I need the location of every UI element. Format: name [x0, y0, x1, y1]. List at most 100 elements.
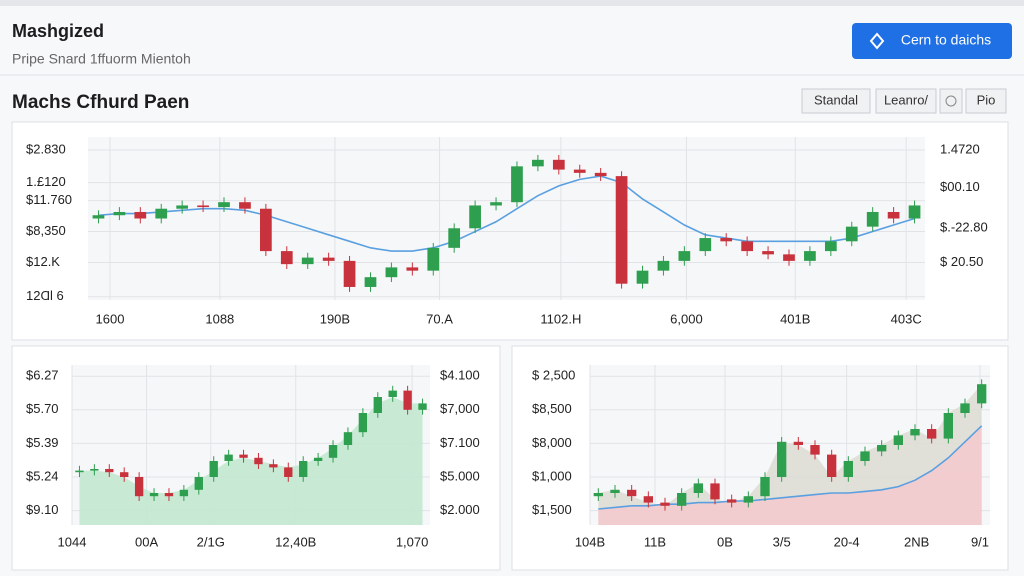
- candle-body: [239, 202, 251, 209]
- candle-body: [960, 403, 970, 413]
- candle-body: [783, 254, 795, 261]
- y-tick-label: $8,350: [26, 223, 66, 238]
- x-tick-label: 0B: [717, 534, 733, 549]
- candle-body: [887, 211, 900, 219]
- x-tick-label: 401B: [780, 311, 810, 326]
- top-strip: [0, 0, 1024, 6]
- y-tick-label: $9.10: [26, 502, 59, 517]
- y-tick-label: $ 2,500: [532, 368, 575, 383]
- candle-body: [810, 445, 820, 455]
- candle-body: [313, 457, 323, 461]
- candle-body: [224, 454, 233, 461]
- candle-body: [269, 464, 278, 468]
- candle-body: [660, 502, 670, 506]
- candle-body: [469, 205, 481, 229]
- candle-body: [843, 461, 853, 477]
- x-tick-label: 11B: [644, 534, 666, 549]
- y2-tick-label: $00.10: [940, 179, 980, 194]
- candle-body: [877, 445, 887, 452]
- x-tick-label: 20-4: [834, 534, 860, 549]
- icon: [945, 95, 957, 107]
- candle-body: [90, 469, 99, 471]
- candle-body: [113, 211, 126, 216]
- x-tick-label: 2/1G: [197, 534, 225, 549]
- control-button[interactable]: [875, 88, 937, 114]
- candle-body: [573, 169, 586, 173]
- y2-tick-label: $2.000: [440, 502, 480, 517]
- y2-tick-label: $ 20.50: [940, 254, 983, 269]
- x-tick-label: 403C: [891, 311, 922, 326]
- y-tick-label: $1,500: [532, 502, 572, 517]
- candle-body: [427, 247, 440, 271]
- candle-body: [197, 205, 209, 208]
- y-tick-label: $8,000: [532, 435, 572, 450]
- x-tick-label: 1,070: [396, 534, 429, 549]
- app-title: Mashgized: [12, 21, 104, 41]
- x-tick-label: 190B: [320, 311, 350, 326]
- candle-body: [284, 467, 293, 477]
- x-tick-label: 1600: [96, 311, 125, 326]
- y2-tick-label: 1.4720: [940, 141, 980, 156]
- y-tick-label: 1.£120: [26, 174, 66, 189]
- candle-body: [643, 496, 653, 503]
- candle-body: [388, 390, 397, 397]
- candle-body: [490, 202, 502, 206]
- candle-body: [804, 251, 816, 261]
- candle-body: [693, 483, 703, 493]
- y-tick-label: $2.830: [26, 141, 66, 156]
- y-tick-label: $8,500: [532, 401, 572, 416]
- candle-body: [720, 238, 733, 242]
- candle-body: [194, 477, 203, 490]
- y-tick-label: $12.K: [26, 254, 60, 269]
- candle-body: [824, 241, 837, 252]
- candle-body: [927, 429, 937, 439]
- candle-body: [120, 472, 129, 477]
- control-button[interactable]: [801, 88, 871, 114]
- candle-body: [636, 270, 649, 284]
- primary-button[interactable]: [852, 23, 1012, 59]
- control-label[interactable]: Leanro/: [884, 92, 928, 107]
- x-tick-label: 1088: [205, 311, 234, 326]
- candle-body: [977, 384, 987, 404]
- y2-tick-label: $.-22.80: [940, 220, 988, 235]
- icon-button[interactable]: [939, 88, 963, 114]
- candle-body: [727, 499, 737, 503]
- candle-body: [710, 483, 720, 500]
- candle-body: [793, 441, 803, 445]
- candle-body: [301, 257, 314, 265]
- candle-body: [677, 493, 687, 506]
- y-tick-label: $6.27: [26, 368, 59, 383]
- candle-body: [92, 215, 105, 219]
- candle-body: [343, 432, 353, 445]
- candle-body: [594, 172, 607, 177]
- moving-average-line: [98, 175, 915, 252]
- x-tick-label: 9/1: [971, 534, 989, 549]
- candle-body: [532, 159, 544, 167]
- candle-body: [448, 228, 461, 248]
- control-label[interactable]: Standal: [814, 92, 858, 107]
- y-tick-label: $5.39: [26, 435, 59, 450]
- candle-body: [777, 441, 787, 477]
- candle-body: [373, 397, 382, 413]
- candle-body: [155, 208, 168, 219]
- y-tick-label: $11.760: [26, 192, 72, 207]
- candle-body: [552, 159, 565, 170]
- primary-button-label[interactable]: Cern to daichs: [901, 32, 991, 48]
- candle-body: [254, 457, 263, 465]
- candle-body: [418, 403, 427, 410]
- candle-body: [328, 445, 338, 458]
- x-tick-label: 3/5: [773, 534, 791, 549]
- candle-body: [280, 251, 293, 265]
- y2-tick-label: $7.100: [440, 435, 480, 450]
- candle-body: [209, 461, 218, 477]
- control-button[interactable]: [965, 88, 1007, 114]
- candle-body: [149, 493, 159, 497]
- y2-tick-label: $4.100: [440, 368, 480, 383]
- candle-body: [134, 477, 144, 497]
- plot-area: [88, 137, 925, 300]
- candle-body: [741, 241, 753, 252]
- candle-body: [910, 429, 920, 436]
- candle-body: [511, 166, 523, 203]
- candle-body: [657, 260, 670, 271]
- control-label[interactable]: Pio: [977, 92, 996, 107]
